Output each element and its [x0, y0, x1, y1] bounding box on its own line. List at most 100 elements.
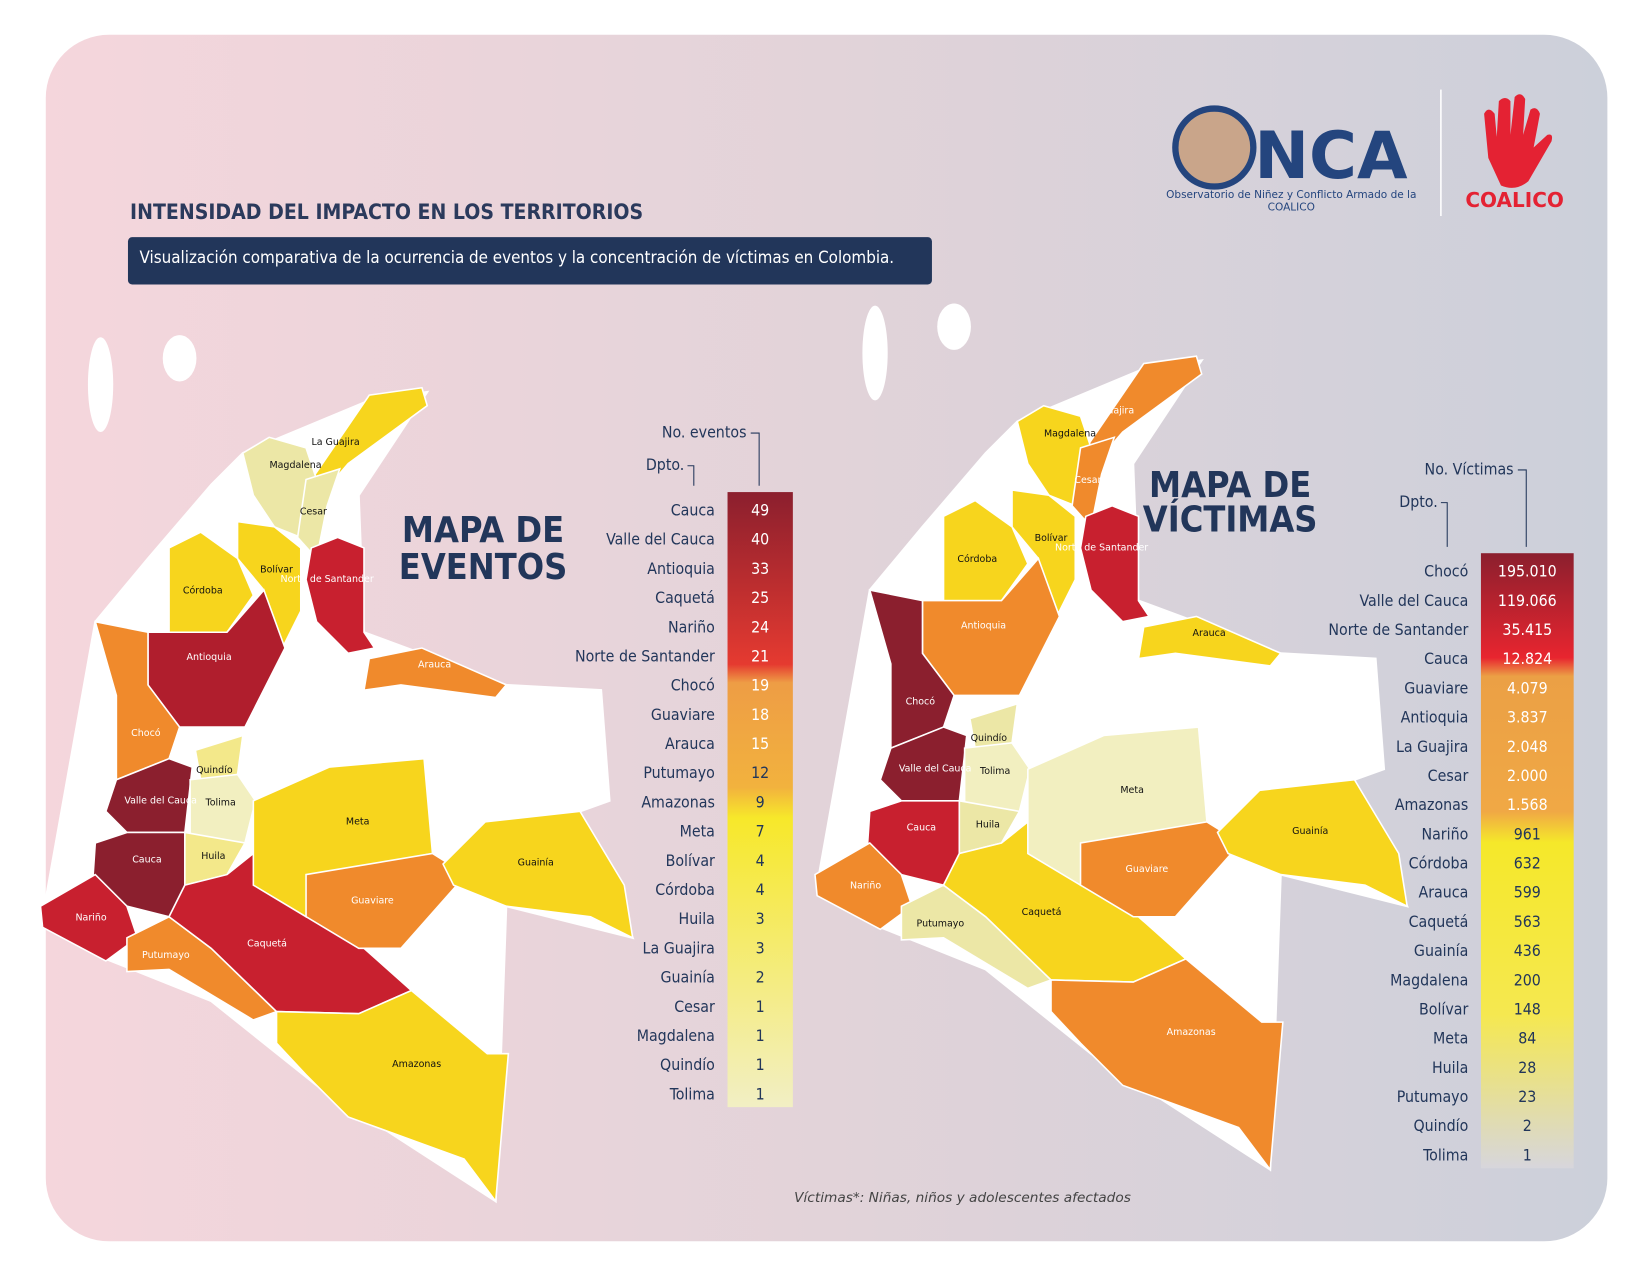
onca-logo: NCA Observatorio de Niñez y Conflicto Ar…: [1166, 105, 1416, 214]
department: [1011, 489, 1077, 624]
department-label: Amazonas: [1167, 1027, 1216, 1038]
department-name: Guaviare: [651, 705, 715, 724]
department-name: Quindío: [1413, 1116, 1468, 1135]
header-arrow: [1517, 469, 1527, 547]
table-value: 1: [756, 1055, 765, 1074]
department-name: Quindío: [660, 1055, 715, 1074]
table-value: 21: [751, 646, 769, 665]
department-label: Guainía: [1292, 826, 1328, 837]
department-name: Guainía: [661, 968, 715, 987]
table-value: 632: [1514, 854, 1541, 873]
department-label: Amazonas: [392, 1059, 441, 1070]
table-value: 563: [1514, 912, 1541, 931]
table-value: 24: [751, 617, 769, 636]
logo-text: NCA: [1254, 118, 1408, 194]
table-value: 3: [756, 909, 765, 928]
header-arrow: [687, 465, 695, 486]
department: [305, 536, 376, 655]
department-label: Nariño: [850, 881, 881, 892]
department: [1071, 436, 1116, 529]
department-label: Magdalena: [1044, 429, 1096, 440]
department-name: Tolima: [1422, 1145, 1468, 1164]
department: [442, 810, 634, 940]
department-name: Norte de Santander: [1328, 620, 1468, 639]
department-name: Caquetá: [1409, 912, 1469, 931]
department-label: Cesar: [1074, 475, 1101, 486]
department-name: Guainía: [1414, 941, 1468, 960]
table-value: 40: [751, 530, 769, 549]
department-label: Nariño: [75, 912, 106, 923]
department-label: Bolívar: [1035, 533, 1068, 544]
department-name: Cesar: [1428, 766, 1469, 785]
department-label: La Guajira: [311, 437, 359, 448]
map-title: EVENTOS: [399, 547, 568, 588]
table-value: 1.568: [1507, 795, 1548, 814]
value-column: [727, 492, 793, 1108]
department: [1216, 778, 1409, 908]
table-value: 1: [756, 1026, 765, 1045]
department-label: Guaviare: [1126, 864, 1169, 875]
table-value: 7: [756, 822, 765, 841]
header-arrow: [750, 432, 760, 486]
table-value: 200: [1514, 970, 1541, 989]
value-column: [1480, 553, 1574, 1169]
department: [1137, 615, 1283, 667]
island: [87, 337, 114, 433]
map-title: MAPA DE: [1149, 465, 1311, 506]
department: [363, 647, 508, 699]
table-value: 961: [1514, 824, 1541, 843]
column-header: No. eventos: [662, 423, 747, 442]
island: [862, 305, 888, 401]
department-label: Meta: [346, 816, 370, 827]
map-title: MAPA DE: [402, 510, 564, 551]
department-name: Valle del Cauca: [1360, 591, 1469, 610]
table-value: 12.824: [1502, 649, 1552, 668]
table-value: 2: [1523, 1116, 1532, 1135]
department-name: Guaviare: [1404, 678, 1468, 697]
subtitle: Visualización comparativa de la ocurrenc…: [140, 247, 895, 267]
department-label: Córdoba: [183, 586, 223, 597]
department-label: Caquetá: [247, 939, 287, 950]
department-label: Magdalena: [269, 460, 321, 471]
department-name: Antioquia: [647, 559, 715, 578]
table-value: 35.415: [1502, 620, 1552, 639]
table-value: 195.010: [1498, 562, 1557, 581]
department-name: Huila: [679, 909, 715, 928]
table-value: 148: [1514, 999, 1541, 1018]
department-name: Valle del Cauca: [606, 530, 715, 549]
department-label: Norte de Santander: [281, 574, 374, 585]
logo-circle: [1172, 105, 1257, 190]
department-name: Arauca: [1418, 883, 1468, 902]
department-name: Magdalena: [637, 1026, 715, 1045]
table-value: 12: [751, 763, 769, 782]
department-name: Nariño: [668, 617, 715, 636]
department-name: Cauca: [671, 501, 715, 520]
coalico-logo: COALICO: [1465, 94, 1564, 212]
table-value: 33: [751, 559, 769, 578]
department-label: Tolima: [979, 766, 1010, 777]
department-name: Córdoba: [1409, 854, 1469, 873]
department-label: Antioquia: [961, 620, 1006, 631]
island: [162, 335, 197, 382]
department-label: Putumayo: [142, 950, 190, 961]
column-header: No. Víctimas: [1425, 459, 1514, 478]
table-value: 599: [1514, 883, 1541, 902]
department-label: Valle del Cauca: [899, 764, 972, 775]
department-label: Caquetá: [1022, 907, 1062, 918]
department-label: Quindío: [196, 765, 233, 776]
department-name: La Guajira: [1396, 737, 1468, 756]
table-value: 25: [751, 588, 769, 607]
column-header: Dpto.: [1399, 492, 1437, 511]
department-label: Tolima: [205, 797, 236, 808]
department-label: Córdoba: [957, 554, 997, 565]
table-value: 23: [1518, 1087, 1536, 1106]
department-label: Antioquia: [187, 652, 232, 663]
hand-icon: [1484, 94, 1553, 188]
footnote: Víctimas*: Niñas, niños y adolescentes a…: [794, 1190, 1131, 1206]
department-label: Valle del Cauca: [124, 795, 197, 806]
department-name: Tolima: [669, 1084, 715, 1103]
department-label: Cauca: [907, 823, 936, 834]
department: [94, 620, 181, 781]
table-value: 1: [1523, 1145, 1532, 1164]
